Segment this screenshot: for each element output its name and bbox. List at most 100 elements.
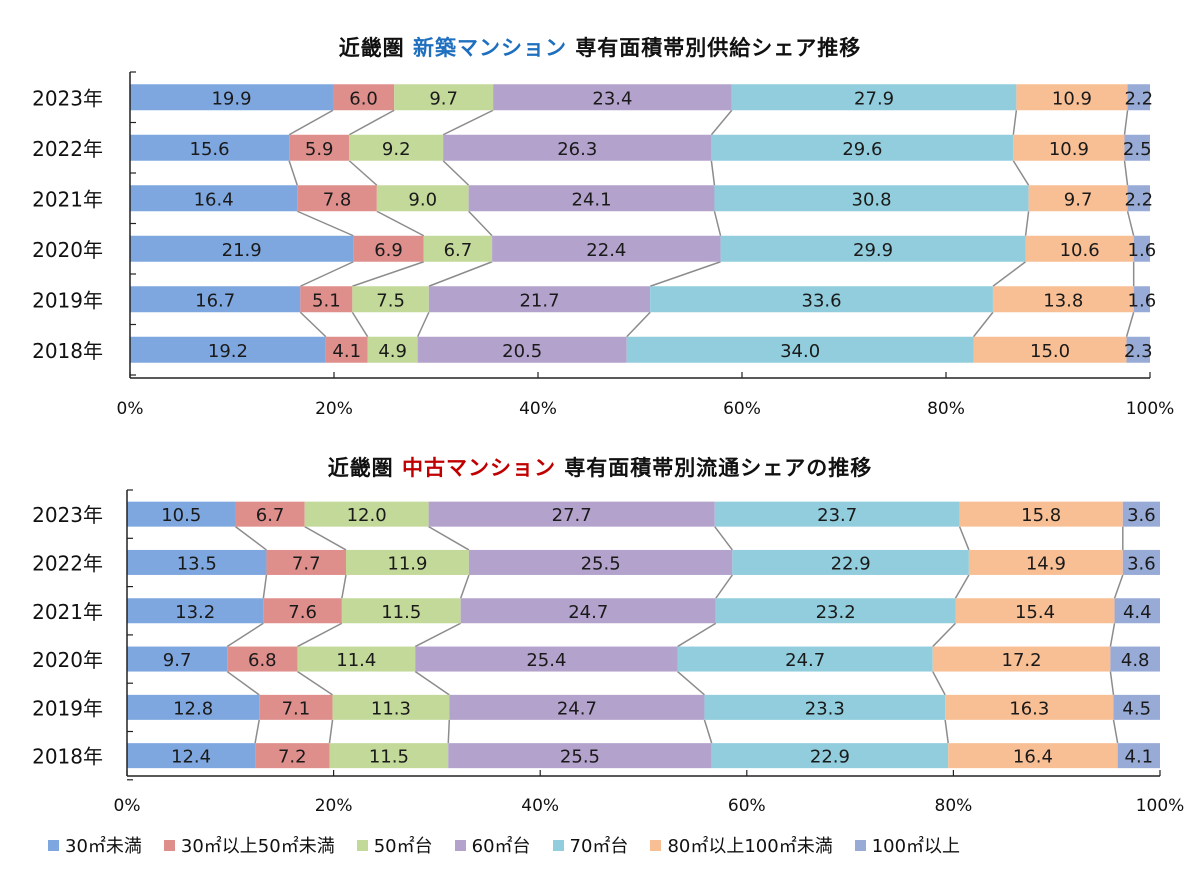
bar-segment bbox=[130, 84, 333, 111]
bar-segment bbox=[263, 598, 342, 624]
connector-line bbox=[626, 311, 651, 338]
bar-segment bbox=[297, 185, 377, 212]
connector-line bbox=[703, 719, 713, 744]
data-label: 33.6 bbox=[802, 290, 842, 311]
data-label: 34.0 bbox=[780, 341, 820, 362]
connector-line bbox=[226, 670, 260, 696]
data-label: 2.5 bbox=[1123, 139, 1152, 160]
y-tick-label: 2023年 bbox=[32, 503, 103, 527]
connector-line bbox=[254, 719, 260, 744]
connector-line bbox=[715, 574, 733, 599]
connector-line bbox=[649, 261, 721, 287]
data-label: 10.5 bbox=[161, 505, 201, 526]
y-tick-label: 2022年 bbox=[32, 137, 103, 161]
bar-segment bbox=[297, 646, 416, 672]
connector-line bbox=[677, 622, 717, 648]
data-label: 7.5 bbox=[376, 290, 405, 311]
x-tick-label: 0% bbox=[117, 399, 144, 419]
bar-segment bbox=[367, 336, 418, 363]
bar-segment bbox=[127, 646, 228, 672]
connector-line bbox=[235, 526, 267, 551]
connector-line bbox=[352, 261, 425, 287]
data-label: 11.3 bbox=[371, 698, 411, 719]
title-region: 近畿圏 bbox=[327, 456, 394, 480]
connector-line bbox=[304, 525, 347, 551]
bar-segment bbox=[1013, 134, 1125, 161]
bar-segment bbox=[973, 336, 1127, 363]
y-tick-label: 2019年 bbox=[32, 696, 103, 720]
connector-line bbox=[297, 622, 343, 648]
x-tick-label: 20% bbox=[315, 399, 353, 419]
x-tick-label: 0% bbox=[114, 796, 141, 816]
bar-segment bbox=[1124, 134, 1150, 161]
connector-line bbox=[288, 160, 298, 186]
connector-line bbox=[348, 160, 378, 186]
legend-swatch bbox=[454, 839, 466, 851]
connector-line bbox=[341, 574, 347, 599]
legend-label: 70㎡台 bbox=[569, 836, 629, 857]
data-label: 13.5 bbox=[177, 553, 217, 574]
bar-segment bbox=[448, 743, 712, 769]
connector-line bbox=[1112, 719, 1119, 744]
bar-segment bbox=[677, 646, 933, 672]
title-rest: 専有面積帯別流通シェアの推移 bbox=[564, 456, 873, 480]
bar-segment bbox=[130, 134, 290, 161]
data-label: 23.7 bbox=[817, 505, 857, 526]
bar-segment bbox=[341, 598, 461, 624]
connector-line bbox=[300, 261, 354, 287]
connector-line bbox=[428, 526, 470, 551]
legend-swatch bbox=[854, 839, 866, 851]
connector-line bbox=[677, 670, 705, 696]
data-label: 25.5 bbox=[581, 553, 621, 574]
data-label: 5.9 bbox=[305, 139, 334, 160]
connector-line bbox=[428, 261, 493, 287]
bar-segment bbox=[492, 235, 721, 262]
bar-segment bbox=[732, 549, 969, 575]
data-label: 26.3 bbox=[557, 139, 597, 160]
bar-segment bbox=[353, 235, 424, 262]
data-label: 1.6 bbox=[1128, 290, 1157, 311]
connector-line bbox=[710, 109, 733, 136]
bar-segment bbox=[259, 694, 333, 720]
connector-line bbox=[972, 311, 994, 338]
data-label: 13.8 bbox=[1043, 290, 1083, 311]
data-label: 4.1 bbox=[332, 341, 361, 362]
bar-segment bbox=[1126, 336, 1150, 363]
x-tick-label: 80% bbox=[935, 796, 973, 816]
y-tick-label: 2018年 bbox=[32, 339, 103, 363]
title-rest: 専有面積帯別供給シェア推移 bbox=[575, 36, 862, 60]
bar-segment bbox=[127, 549, 267, 575]
chart-title-used-condo: 近畿圏 中古マンション 専有面積帯別流通シェアの推移 bbox=[0, 452, 1200, 482]
data-label: 15.4 bbox=[1015, 602, 1055, 623]
bar-segment bbox=[932, 646, 1111, 672]
data-label: 30.8 bbox=[852, 189, 892, 210]
bar-segment bbox=[332, 694, 450, 720]
bar-segment bbox=[945, 694, 1114, 720]
bar-segment bbox=[955, 598, 1115, 624]
bar-segment bbox=[1113, 694, 1160, 720]
connector-line bbox=[262, 574, 268, 599]
bar-segment bbox=[1133, 235, 1150, 262]
bar-segment bbox=[449, 694, 705, 720]
connector-line bbox=[1126, 211, 1135, 236]
connector-line bbox=[442, 109, 494, 136]
data-label: 23.3 bbox=[805, 698, 845, 719]
bar-segment bbox=[1117, 743, 1160, 769]
connector-line bbox=[992, 261, 1027, 287]
bar-segment bbox=[959, 501, 1123, 527]
data-label: 24.7 bbox=[785, 650, 825, 671]
data-label: 4.1 bbox=[1125, 747, 1154, 768]
connector-line bbox=[1109, 671, 1115, 695]
y-tick-label: 2023年 bbox=[32, 86, 103, 110]
x-tick-label: 60% bbox=[723, 399, 761, 419]
bar-segment bbox=[1127, 84, 1150, 111]
data-label: 3.6 bbox=[1127, 553, 1156, 574]
data-label: 29.9 bbox=[853, 240, 893, 261]
data-label: 24.1 bbox=[572, 189, 612, 210]
connector-line bbox=[1123, 110, 1129, 135]
bar-segment bbox=[235, 501, 305, 527]
connector-line bbox=[297, 670, 333, 696]
bar-segment bbox=[1028, 185, 1128, 212]
data-label: 23.4 bbox=[592, 88, 632, 109]
bar-segment bbox=[130, 235, 354, 262]
